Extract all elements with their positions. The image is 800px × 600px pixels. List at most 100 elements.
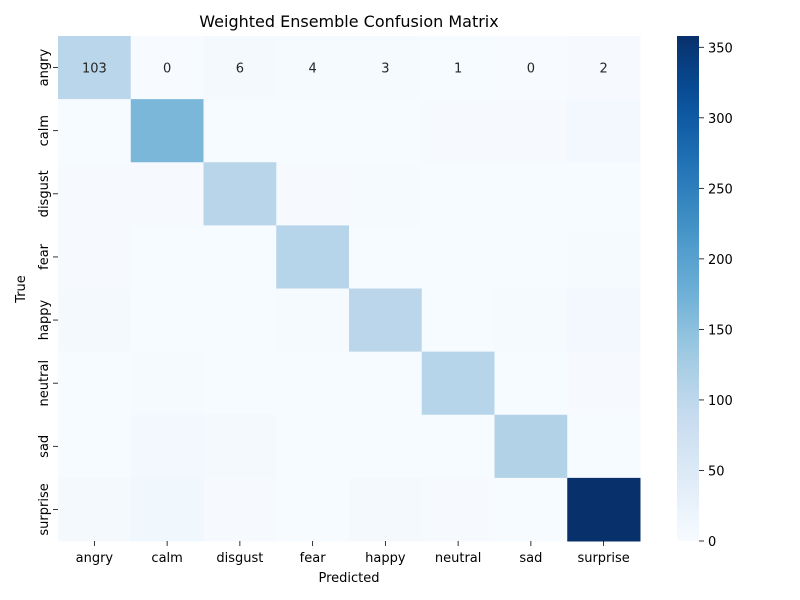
heatmap-cell [421,351,495,416]
x-tick-label: happy [365,551,406,566]
x-axis: angry calm disgust fear happy neutral sad surpr… [76,541,630,566]
heatmap-cell [203,162,277,226]
cell-label: 1 [454,62,462,77]
y-tick-label: angry [37,49,52,87]
heatmap-cell [58,225,132,289]
heatmap-cell [130,351,204,416]
heatmap-cells [58,36,641,542]
heatmap-cell [567,225,641,289]
heatmap-cell [130,477,204,542]
heatmap-cell [276,36,350,100]
heatmap-cell [58,414,132,479]
heatmap-cell [567,99,641,163]
chart-title: Weighted Ensemble Confusion Matrix [199,12,498,31]
heatmap-cell [421,477,495,542]
cell-label: 0 [163,62,171,77]
heatmap-cell [349,99,423,163]
heatmap-cell [130,225,204,289]
heatmap-cell [494,36,568,100]
y-tick-label: fear [37,243,52,270]
heatmap-cell [421,225,495,289]
colorbar-tick-label: 50 [708,464,725,479]
heatmap-cell [276,162,350,226]
heatmap-cell [567,162,641,226]
heatmap-cell [421,162,495,226]
heatmap-cell [203,225,277,289]
heatmap-cell [421,36,495,100]
heatmap-cell [567,36,641,100]
heatmap-cell [349,36,423,100]
colorbar-tick-label: 350 [708,41,733,56]
cell-annotations: 103 0 6 4 3 1 0 2 [82,62,608,77]
heatmap-cell [349,288,423,353]
heatmap-cell [421,288,495,353]
heatmap-cell [203,99,277,163]
colorbar-tick-label: 250 [708,182,733,197]
heatmap-cell [567,414,641,479]
heatmap-cell [567,288,641,353]
cell-label: 3 [381,62,389,77]
heatmap-cell [276,288,350,353]
cell-label: 103 [82,62,107,77]
heatmap-cell [494,162,568,226]
y-tick-label: sad [37,435,52,458]
heatmap-cell [130,99,204,163]
cell-label: 2 [599,62,607,77]
heatmap-cell [58,162,132,226]
x-tick-label: sad [519,551,542,566]
y-tick-label: happy [37,300,52,341]
heatmap-cell [276,351,350,416]
colorbar-tick-label: 200 [708,253,733,268]
heatmap-cell [203,351,277,416]
heatmap-cell [58,477,132,542]
heatmap-cell [421,414,495,479]
heatmap-cell [130,414,204,479]
colorbar [677,36,699,541]
x-tick-label: surprise [577,551,629,566]
x-tick-label: disgust [216,551,263,566]
colorbar-tick-label: 150 [708,323,733,338]
heatmap-cell [58,351,132,416]
heatmap-cell [130,162,204,226]
y-tick-label: disgust [37,170,52,217]
heatmap-cell [567,477,641,542]
colorbar-tick-label: 300 [708,112,733,127]
heatmap-cell [494,225,568,289]
y-tick-label: surprise [37,483,52,535]
y-axis: angry calm disgust fear happy neutral sad surpr… [37,49,58,536]
heatmap-cell [58,36,132,100]
x-tick-label: calm [151,551,182,566]
x-tick-label: neutral [435,551,482,566]
heatmap-cell [130,288,204,353]
heatmap-cell [349,477,423,542]
heatmap-cell [349,414,423,479]
y-axis-label: True [14,275,29,304]
y-tick-label: neutral [37,360,52,407]
heatmap-cell [494,351,568,416]
heatmap-cell [276,477,350,542]
x-axis-label: Predicted [318,571,379,586]
heatmap-cell [494,99,568,163]
cell-label: 6 [236,62,244,77]
y-tick-label: calm [37,115,52,146]
cell-label: 4 [308,62,316,77]
heatmap-cell [494,288,568,353]
colorbar-tick-label: 100 [708,394,733,409]
heatmap-cell [349,351,423,416]
cell-label: 0 [527,62,535,77]
heatmap-cell [567,351,641,416]
heatmap-cell [203,36,277,100]
x-tick-label: angry [76,551,114,566]
heatmap-cell [421,99,495,163]
colorbar-ticks: 0 50 100 150 200 250 300 350 [699,41,733,550]
colorbar-tick-label: 0 [708,535,716,550]
heatmap-cell [276,225,350,289]
heatmap-cell [349,225,423,289]
x-tick-label: fear [300,551,327,566]
heatmap-cell [349,162,423,226]
heatmap-cell [276,99,350,163]
heatmap-cell [58,99,132,163]
heatmap-cell [58,288,132,353]
heatmap-cell [494,414,568,479]
